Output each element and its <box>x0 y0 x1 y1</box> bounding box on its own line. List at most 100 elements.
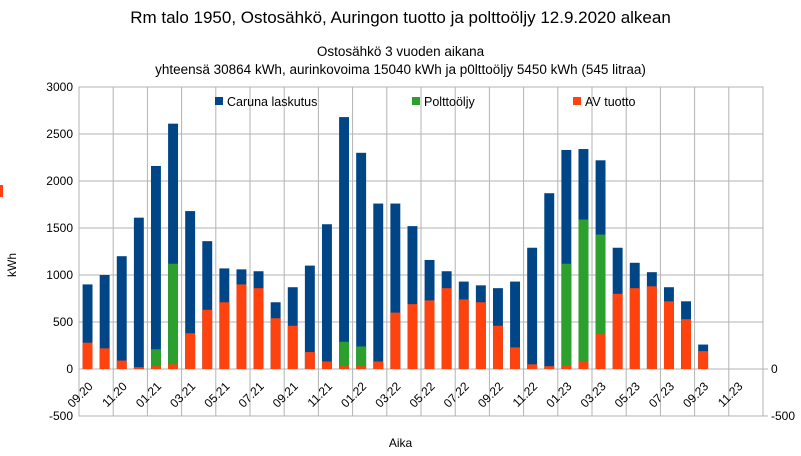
bar-av-tuotto <box>304 352 315 369</box>
bar-av-tuotto <box>339 366 350 369</box>
bar-caruna-laskutus <box>168 123 179 369</box>
bar-av-tuotto <box>150 366 161 369</box>
bar-polttoljy <box>561 263 572 369</box>
legend-color-marker <box>0 185 3 197</box>
bar-av-tuotto <box>527 364 538 369</box>
bar-av-tuotto <box>595 334 606 369</box>
legend-swatch <box>215 97 223 105</box>
bar-av-tuotto <box>185 333 196 369</box>
x-axis-label: Aika <box>388 436 413 450</box>
bar-av-tuotto <box>441 288 452 369</box>
x-tick-label: 07.23 <box>646 379 677 410</box>
bar-av-tuotto <box>321 361 332 369</box>
legend-label: AV tuotto <box>585 95 636 109</box>
bar-polttoljy <box>168 263 179 369</box>
bar-av-tuotto <box>561 365 572 369</box>
bar-caruna-laskutus <box>150 165 161 369</box>
bar-caruna-laskutus <box>510 281 521 369</box>
bar-caruna-laskutus <box>202 241 213 369</box>
bar-av-tuotto <box>373 361 384 369</box>
chart-subtitle-line1: Ostosähkö 3 vuoden aikana <box>316 44 485 59</box>
legend-swatch <box>412 97 420 105</box>
bar-av-tuotto <box>510 347 521 369</box>
y-tick-label: 2500 <box>46 127 73 141</box>
bar-av-tuotto <box>219 302 230 369</box>
bar-caruna-laskutus <box>321 224 332 369</box>
x-tick-label: 05.23 <box>612 379 643 410</box>
bar-av-tuotto <box>544 366 555 369</box>
bar-av-tuotto <box>407 304 418 369</box>
bar-av-tuotto <box>646 286 657 369</box>
x-tick-label: 07.21 <box>236 379 267 410</box>
bar-caruna-laskutus <box>544 193 555 369</box>
bar-caruna-laskutus <box>561 149 572 369</box>
x-tick-label: 09.20 <box>65 379 96 410</box>
y-tick-label: 500 <box>53 315 73 329</box>
bar-caruna-laskutus <box>116 256 127 369</box>
y-tick-label: 0 <box>66 362 73 376</box>
x-tick-label: 09.22 <box>475 379 506 410</box>
bar-caruna-laskutus <box>373 203 384 369</box>
bar-polttoljy <box>356 346 367 369</box>
bar-av-tuotto <box>202 309 213 369</box>
bar-av-tuotto <box>116 360 127 369</box>
bar-caruna-laskutus <box>185 211 196 369</box>
x-tick-label: 07.22 <box>441 379 472 410</box>
bar-av-tuotto <box>287 325 298 369</box>
x-tick-label: 03.23 <box>578 379 609 410</box>
legend-swatch <box>573 97 581 105</box>
bar-av-tuotto <box>168 364 179 369</box>
y2-tick-label: -500 <box>771 409 795 423</box>
x-tick-label: 05.21 <box>201 379 232 410</box>
x-tick-label: 05.22 <box>407 379 438 410</box>
bar-av-tuotto <box>458 299 469 369</box>
bar-av-tuotto <box>475 302 486 369</box>
y-tick-label: -500 <box>49 409 73 423</box>
bar-polttoljy <box>578 219 589 369</box>
bar-av-tuotto <box>663 301 674 369</box>
bar-av-tuotto <box>99 348 110 369</box>
legend-label: Polttoöljy <box>424 95 475 109</box>
bar-av-tuotto <box>492 325 503 369</box>
bar-av-tuotto <box>629 288 640 369</box>
bar-av-tuotto <box>356 366 367 369</box>
bar-polttoljy <box>150 349 161 369</box>
bar-av-tuotto <box>82 342 93 369</box>
x-tick-label: 03.21 <box>167 379 198 410</box>
bar-av-tuotto <box>424 300 435 369</box>
bar-av-tuotto <box>253 288 264 369</box>
bar-caruna-laskutus <box>82 284 93 369</box>
x-tick-label: 09.21 <box>270 379 301 410</box>
bar-av-tuotto <box>578 361 589 369</box>
bar-av-tuotto <box>390 312 401 369</box>
x-tick-label: 11.20 <box>99 379 130 410</box>
bar-caruna-laskutus <box>527 247 538 369</box>
bar-av-tuotto <box>133 367 144 369</box>
y-tick-label: 1000 <box>46 268 73 282</box>
bar-caruna-laskutus <box>356 152 367 369</box>
y-tick-label: 3000 <box>46 80 73 94</box>
chart-subtitle-line2: yhteensä 30864 kWh, aurinkovoima 15040 k… <box>155 62 646 77</box>
y-tick-label: 1500 <box>46 221 73 235</box>
x-tick-label: 09.23 <box>680 379 711 410</box>
x-tick-label: 11.23 <box>715 379 746 410</box>
chart-title: Rm talo 1950, Ostosähkö, Auringon tuotto… <box>130 8 671 27</box>
bar-av-tuotto <box>612 293 623 369</box>
bar-av-tuotto <box>681 319 692 369</box>
bar-av-tuotto <box>270 318 281 369</box>
x-tick-label: 01.23 <box>543 379 574 410</box>
bar-caruna-laskutus <box>99 275 110 369</box>
y2-tick-label: 0 <box>771 362 778 376</box>
bar-av-tuotto <box>698 351 709 369</box>
bar-caruna-laskutus <box>133 217 144 369</box>
x-tick-label: 01.22 <box>338 379 369 410</box>
y-tick-label: 2000 <box>46 174 73 188</box>
bar-caruna-laskutus <box>304 265 315 369</box>
bar-polttoljy <box>339 341 350 369</box>
legend-label: Caruna laskutus <box>227 95 317 109</box>
bar-caruna-laskutus <box>407 226 418 369</box>
x-tick-label: 03.22 <box>372 379 403 410</box>
x-tick-label: 11.21 <box>305 379 336 410</box>
bar-caruna-laskutus <box>390 203 401 369</box>
